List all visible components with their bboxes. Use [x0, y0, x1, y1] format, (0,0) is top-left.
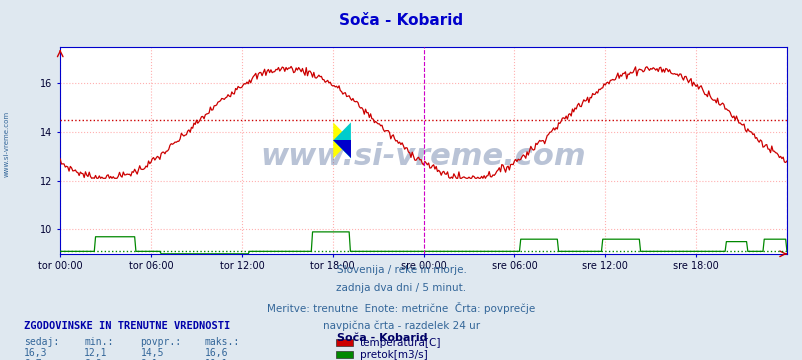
Text: povpr.:: povpr.:	[140, 337, 181, 347]
Text: www.si-vreme.com: www.si-vreme.com	[261, 142, 585, 171]
Text: Meritve: trenutne  Enote: metrične  Črta: povprečje: Meritve: trenutne Enote: metrične Črta: …	[267, 302, 535, 314]
Text: temperatura[C]: temperatura[C]	[359, 338, 440, 348]
Text: min.:: min.:	[84, 337, 114, 347]
Text: pretok[m3/s]: pretok[m3/s]	[359, 350, 427, 360]
Text: 14,5: 14,5	[140, 348, 164, 358]
Text: 9,7: 9,7	[24, 359, 42, 360]
Text: 16,6: 16,6	[205, 348, 228, 358]
Text: navpična črta - razdelek 24 ur: navpična črta - razdelek 24 ur	[322, 321, 480, 331]
Text: 12,1: 12,1	[84, 348, 107, 358]
Text: 8,8: 8,8	[84, 359, 102, 360]
Text: Slovenija / reke in morje.: Slovenija / reke in morje.	[336, 265, 466, 275]
Text: 9,1: 9,1	[140, 359, 158, 360]
Text: Soča - Kobarid: Soča - Kobarid	[339, 13, 463, 28]
Text: maks.:: maks.:	[205, 337, 240, 347]
Text: sedaj:: sedaj:	[24, 337, 59, 347]
Text: 10,1: 10,1	[205, 359, 228, 360]
Text: Soča - Kobarid: Soča - Kobarid	[337, 333, 427, 343]
Text: www.si-vreme.com: www.si-vreme.com	[3, 111, 10, 177]
Text: ZGODOVINSKE IN TRENUTNE VREDNOSTI: ZGODOVINSKE IN TRENUTNE VREDNOSTI	[24, 321, 230, 331]
Text: 16,3: 16,3	[24, 348, 47, 358]
Text: zadnja dva dni / 5 minut.: zadnja dva dni / 5 minut.	[336, 283, 466, 293]
